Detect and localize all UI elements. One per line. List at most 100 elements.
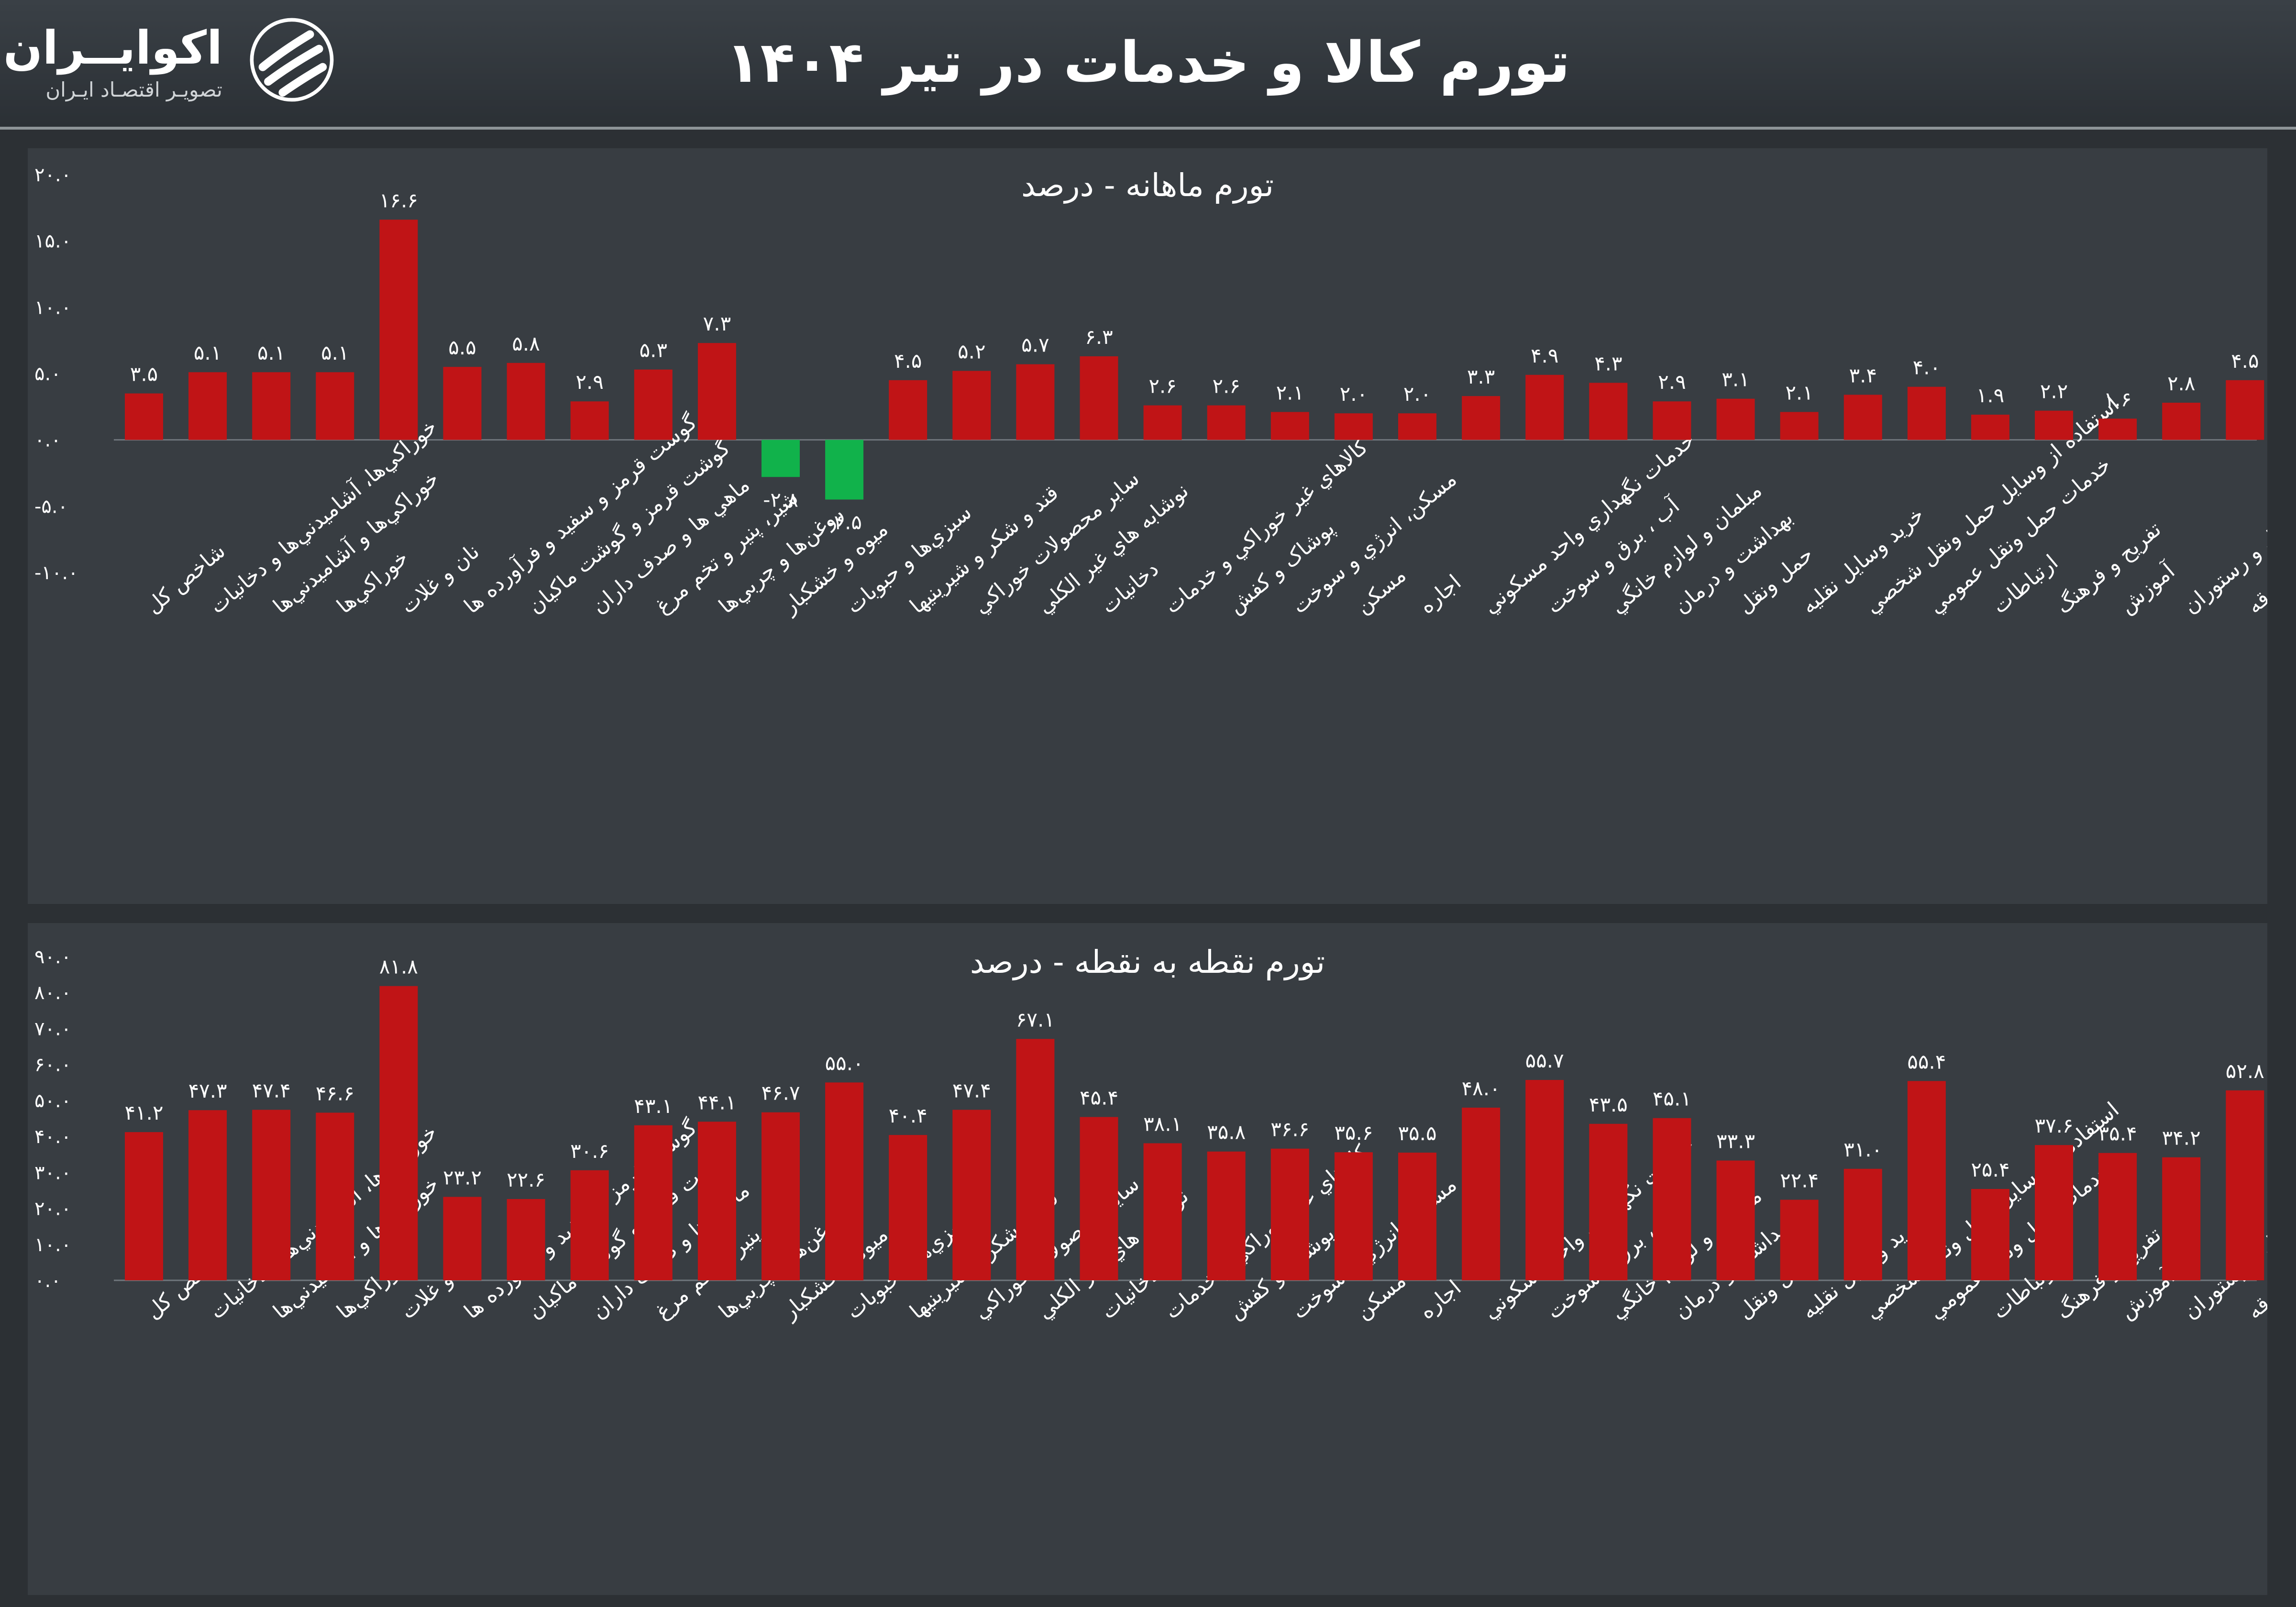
monthly-bar: [762, 440, 800, 477]
monthly-bar: [443, 367, 482, 440]
yoy-bar: [125, 1132, 163, 1280]
monthly-bar: [570, 401, 609, 440]
monthly-bar: [507, 363, 545, 440]
monthly-bar: [2226, 380, 2264, 440]
monthly-value-label: ۱۶.۶: [379, 188, 418, 212]
chart-title-monthly: تورم ماهانه - درصد: [1021, 167, 1274, 204]
yoy-value-label: ۳۸.۱: [1143, 1112, 1182, 1135]
yoy-value-label: ۲۳.۲: [443, 1166, 482, 1189]
yoy-value-label: ۴۷.۳: [188, 1079, 227, 1102]
monthly-value-label: ۳.۳: [1467, 365, 1495, 388]
monthly-bar: [1843, 395, 1882, 440]
monthly-value-label: ۴.۵: [894, 349, 922, 373]
monthly-bar: [825, 440, 864, 500]
monthly-value-label: ۶.۳: [1085, 325, 1113, 349]
monthly-ytick-label: -۱۰.۰: [34, 562, 78, 584]
monthly-value-label: ۵.۱: [194, 341, 221, 364]
yoy-bar: [1207, 1151, 1246, 1280]
yoy-value-label: ۴۶.۷: [761, 1081, 800, 1105]
yoy-value-label: ۳۵.۸: [1207, 1121, 1246, 1144]
yoy-value-label: ۲۵.۴: [1971, 1158, 2009, 1181]
monthly-value-label: ۳.۵: [130, 363, 158, 386]
yoy-bar: [316, 1112, 354, 1280]
yoy-value-label: ۴۳.۱: [634, 1094, 673, 1118]
monthly-value-label: ۴.۵: [2231, 349, 2259, 373]
monthly-bar: [1080, 356, 1118, 440]
monthly-ytick-label: ۱۰.۰: [34, 297, 71, 319]
yoy-bar: [1270, 1148, 1309, 1280]
brand-name: اکوایــران: [3, 21, 222, 75]
monthly-bar: [2035, 410, 2073, 440]
monthly-bar: [2162, 403, 2201, 440]
yoy-value-label: ۵۵.۷: [1525, 1049, 1564, 1072]
yoy-bar: [1971, 1189, 2009, 1280]
monthly-value-label: ۲.۶: [1212, 374, 1240, 398]
yoy-bar: [443, 1197, 482, 1280]
monthly-bar: [1398, 413, 1436, 440]
monthly-value-label: ۲.۲: [2040, 380, 2068, 403]
monthly-bar: [1334, 413, 1373, 440]
monthly-bar: [1143, 405, 1182, 440]
monthly-bar: [952, 371, 991, 440]
monthly-value-label: ۵.۳: [640, 339, 667, 362]
monthly-bar: [1780, 412, 1819, 440]
monthly-bar: [1016, 364, 1055, 440]
yoy-value-label: ۴۳.۵: [1589, 1093, 1628, 1116]
monthly-bar: [697, 343, 736, 440]
yoy-bar: [1780, 1200, 1819, 1280]
yoy-value-label: ۴۱.۲: [124, 1101, 163, 1124]
monthly-value-label: ۵.۷: [1021, 333, 1049, 357]
yoy-bar: [1398, 1152, 1436, 1280]
yoy-value-label: ۴۴.۱: [697, 1090, 736, 1114]
yoy-value-label: ۲۲.۶: [507, 1168, 545, 1191]
brand-tagline: تصویـر اقتصـاد ایـران: [45, 78, 222, 101]
yoy-ytick-label: ۹۰.۰: [34, 946, 71, 968]
yoy-value-label: ۳۷.۶: [2034, 1114, 2073, 1137]
monthly-value-label: ۱.۶: [2104, 387, 2131, 411]
yoy-bar: [634, 1125, 673, 1280]
yoy-ytick-label: ۷۰.۰: [34, 1018, 71, 1040]
monthly-bar: [1653, 401, 1691, 440]
yoy-value-label: ۵۲.۸: [2226, 1059, 2264, 1083]
yoy-bar: [1843, 1168, 1882, 1280]
yoy-ytick-label: ۳۰.۰: [34, 1162, 71, 1184]
monthly-bar: [1971, 414, 2009, 440]
yoy-bar: [762, 1112, 800, 1280]
monthly-value-label: -۴.۵: [827, 510, 862, 534]
monthly-value-label: ۴.۰: [1913, 356, 1941, 379]
yoy-value-label: ۳۶.۶: [1270, 1118, 1309, 1141]
monthly-ytick-label: ۵.۰: [34, 363, 61, 385]
yoy-bar: [507, 1199, 545, 1280]
monthly-bar: [188, 372, 227, 440]
yoy-bar: [1143, 1143, 1182, 1280]
monthly-value-label: ۷.۳: [703, 312, 731, 335]
monthly-value-label: ۲.۰: [1403, 382, 1431, 406]
monthly-bar: [1589, 383, 1628, 440]
monthly-value-label: ۲.۱: [1785, 381, 1813, 404]
monthly-bar: [889, 380, 927, 440]
yoy-ytick-label: ۶۰.۰: [34, 1054, 71, 1076]
monthly-bar: [1907, 386, 1946, 440]
yoy-bar: [1653, 1118, 1691, 1280]
yoy-bar: [1907, 1081, 1946, 1280]
monthly-value-label: ۲.۹: [575, 370, 603, 394]
yoy-bar: [1462, 1107, 1501, 1280]
yoy-value-label: ۳۵.۶: [1334, 1121, 1373, 1145]
yoy-bar: [2098, 1153, 2137, 1280]
point-to-point-inflation-chart: ۰.۰ ۱۰.۰ ۲۰.۰ ۳۰.۰ ۴۰.۰ ۵۰.۰ ۶۰.۰ ۷۰.۰ ۸۰.۰ ۹۰.۰ ۴…: [34, 946, 2267, 1325]
yoy-value-label: ۲۲.۴: [1780, 1169, 1819, 1192]
yoy-bar: [1016, 1039, 1055, 1280]
monthly-value-label: -۲.۸: [763, 488, 798, 511]
yoy-value-label: ۴۵.۴: [1080, 1086, 1118, 1109]
yoy-value-label: ۴۷.۴: [252, 1079, 291, 1102]
yoy-bar: [2226, 1090, 2264, 1280]
monthly-inflation-panel: تورم ماهانه - درصد -۱۰.۰ -۵.۰ ۰.۰ ۵.۰ ۱۰.۰ ۱۵…: [28, 148, 2267, 904]
yoy-bar: [1334, 1152, 1373, 1280]
monthly-value-label: ۵.۱: [321, 341, 349, 364]
monthly-value-label: ۲.۸: [2167, 372, 2195, 395]
yoy-value-label: ۵۵.۴: [1907, 1050, 1946, 1073]
yoy-ytick-label: ۸۰.۰: [34, 982, 71, 1004]
yoy-category-label: اجاره: [1414, 1276, 1466, 1324]
yoy-ytick-label: ۵۰.۰: [34, 1090, 71, 1112]
